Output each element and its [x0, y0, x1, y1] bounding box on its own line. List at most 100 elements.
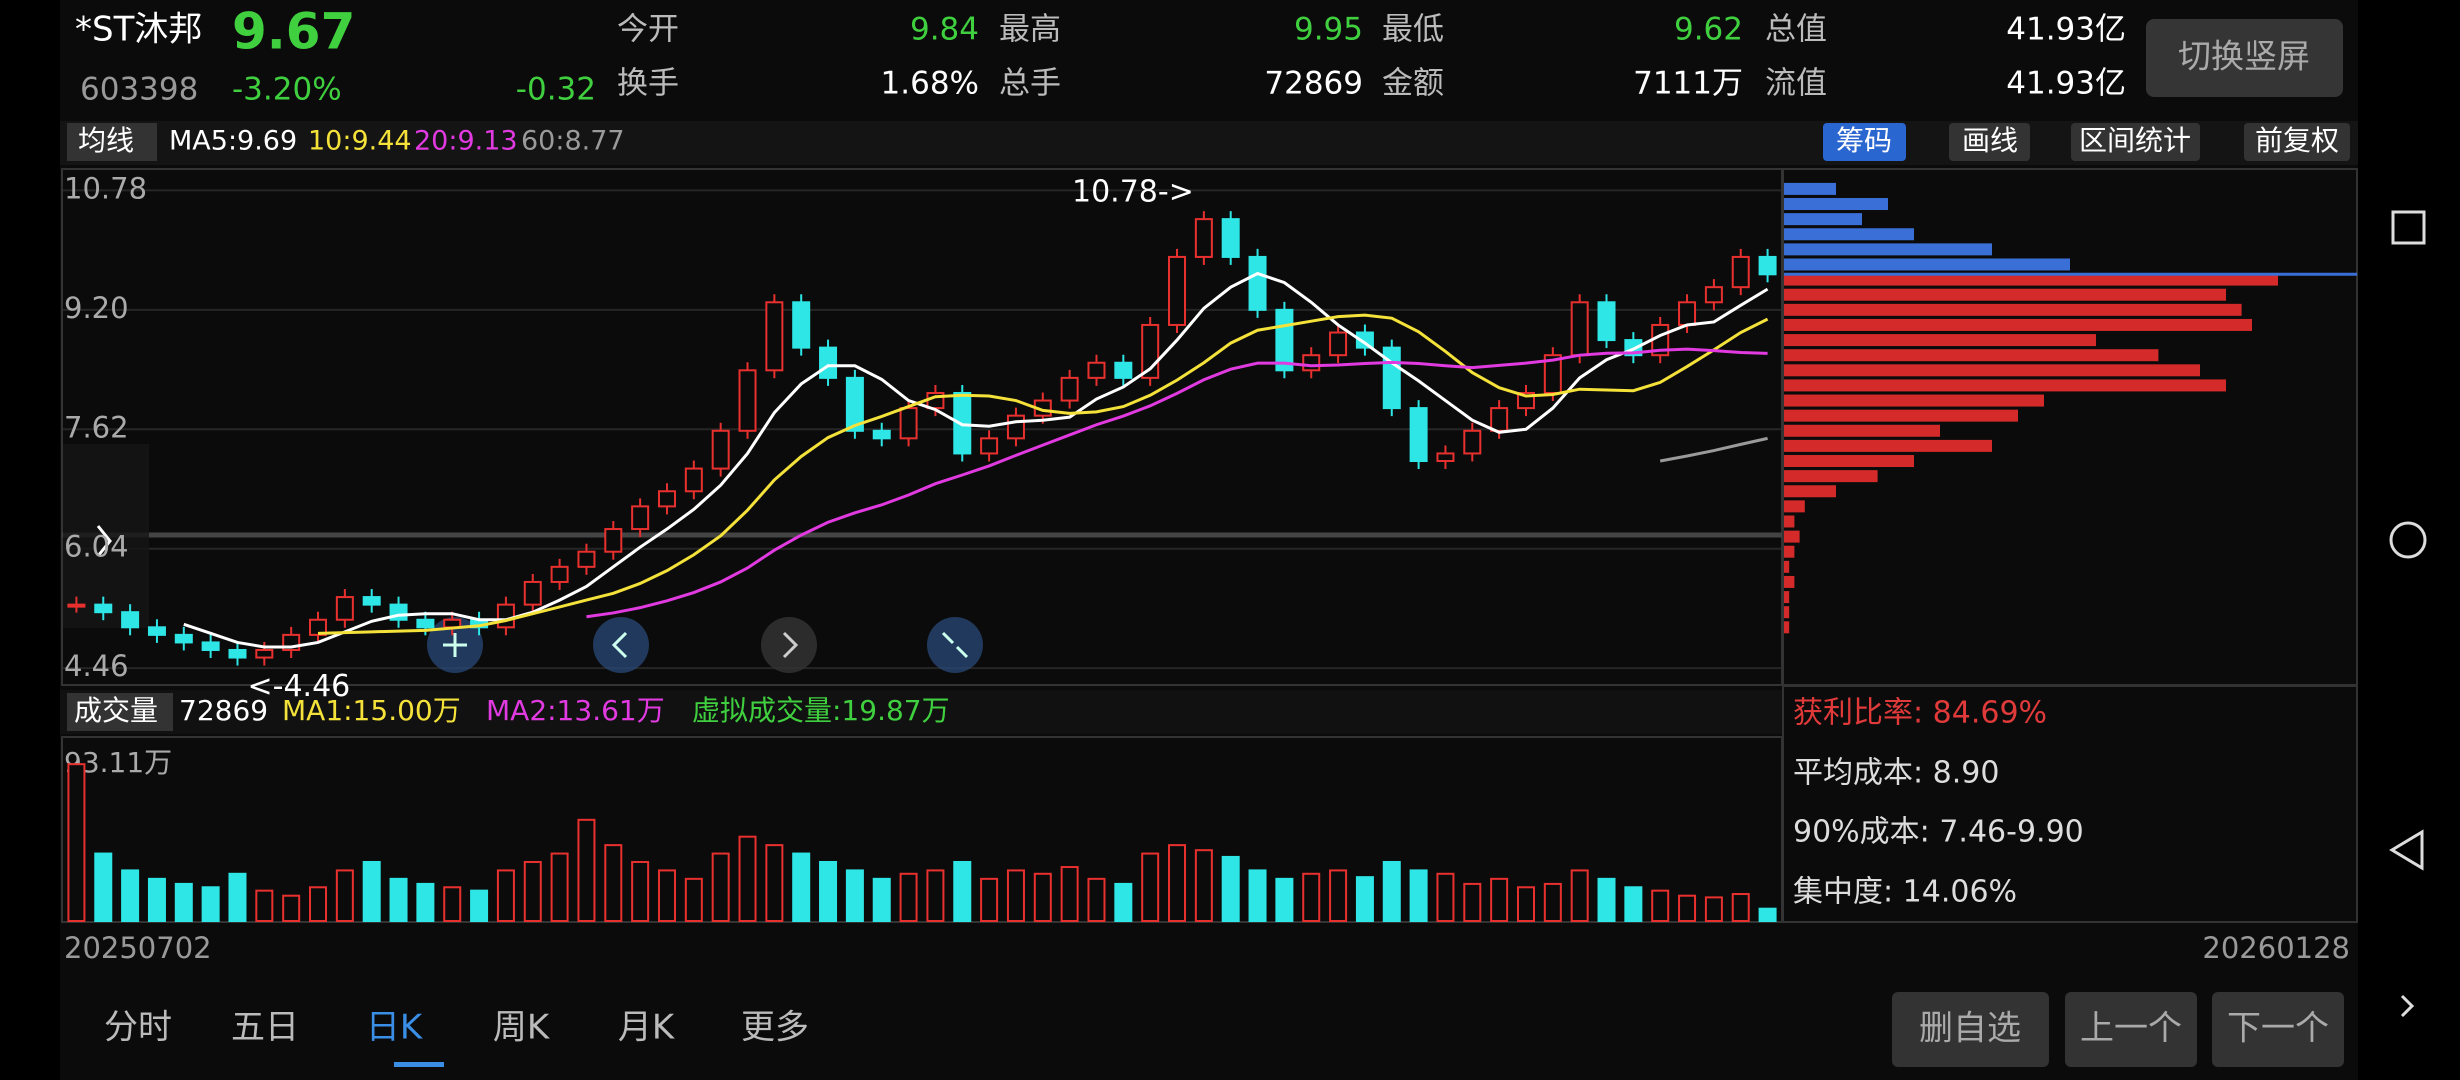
volume-bar [1597, 877, 1616, 923]
volume-bar [416, 882, 435, 923]
ma-line [1659, 436, 1768, 463]
period-tab: 月K [618, 1008, 676, 1048]
active-tab-underline [394, 1062, 444, 1067]
chip-bar [1784, 213, 1862, 226]
volume-bar [1033, 872, 1052, 923]
pan-right[interactable] [761, 617, 817, 673]
pan-left[interactable] [593, 617, 649, 673]
switch-button-label: 切换竖屏 [2178, 37, 2310, 76]
candle-body [657, 490, 676, 508]
volume-bar [228, 872, 247, 923]
period-tab: 周K [493, 1008, 551, 1048]
end-date: 20260128 [2202, 931, 2350, 965]
chip-bar [1784, 591, 1790, 604]
indicator-select[interactable] [67, 123, 157, 161]
chip-bar [1784, 485, 1836, 498]
volume-bar [926, 869, 945, 923]
candle-body [67, 603, 86, 608]
candle-body [94, 603, 113, 614]
volume-bar [1168, 844, 1187, 922]
y-tick-label: 10.78 [64, 171, 147, 205]
volume-bar [470, 889, 489, 923]
volume-bar [1087, 877, 1106, 923]
tab-label: 筹码 [1836, 124, 1892, 157]
volume-bar [765, 844, 784, 922]
chip-bar [1784, 379, 2226, 392]
button-label: 删自选 [1919, 1009, 2021, 1049]
candle-body [201, 641, 220, 651]
change-pct: -3.20% [232, 72, 342, 108]
nav-recent[interactable] [2391, 210, 2426, 245]
chip-bar [1784, 243, 1992, 256]
quote-label: 今开 [617, 12, 679, 48]
volume-bar [335, 869, 354, 923]
candle-body [738, 369, 757, 432]
zoom-in-icon [443, 633, 467, 657]
candle-body [1302, 354, 1321, 372]
button[interactable] [2065, 992, 2197, 1067]
chip-bar [1784, 560, 1790, 573]
quote-label: 总值 [1765, 12, 1827, 48]
volume-bar [872, 877, 891, 923]
period-tab: 日K [366, 1008, 424, 1048]
stat: 平均成本: 8.90 [1793, 756, 1999, 791]
quote-value: 9.62 [1674, 12, 1743, 48]
quote-label: 最低 [1382, 12, 1444, 48]
shrink[interactable] [927, 617, 983, 673]
volume-bar [711, 852, 730, 923]
volume-bar [1651, 889, 1670, 923]
chip-bar [1784, 545, 1795, 558]
volume-virtual: 虚拟成交量:19.87万 [692, 694, 950, 727]
volume-bar [550, 852, 569, 923]
volume-last: 72869 [179, 694, 268, 727]
switch-button[interactable] [2146, 19, 2343, 97]
chip-bar [1784, 258, 2070, 271]
button-label: 上一个 [2080, 1009, 2182, 1049]
nav-home[interactable] [2389, 521, 2427, 559]
candle-body [1382, 346, 1401, 410]
stock-price: 9.67 [232, 3, 355, 61]
chip-bar [1784, 273, 2278, 286]
volume-bar [362, 860, 381, 922]
chip-bar [1784, 349, 2159, 362]
volume-bar [631, 860, 650, 922]
volume-bar [1624, 886, 1643, 922]
candle-body [1194, 218, 1213, 258]
pan-right-icon [782, 631, 799, 659]
button[interactable] [2212, 992, 2344, 1067]
chip-bar [1784, 288, 2226, 301]
tab-range[interactable] [2071, 123, 2200, 161]
stats-frame [1782, 685, 2358, 923]
quote-value: 1.68% [881, 66, 979, 102]
candle-body [1329, 331, 1348, 357]
volume-bar [1114, 882, 1133, 923]
ma-text: 60:8.77 [521, 126, 625, 157]
candle-body [550, 565, 569, 583]
nav-expand[interactable] [2400, 994, 2415, 1018]
volume-bar [1490, 877, 1509, 923]
tab-draw[interactable] [1949, 123, 2030, 161]
stock-code: 603398 [80, 72, 198, 108]
tab-label: 前复权 [2255, 124, 2339, 157]
ma-line [586, 347, 1768, 619]
volume-bar [1543, 882, 1562, 923]
candle-body [228, 648, 247, 659]
button[interactable] [1892, 992, 2049, 1067]
candle-body [1087, 361, 1106, 379]
volume-select[interactable] [67, 693, 173, 731]
volume-bar [121, 869, 140, 923]
stat: 90%成本: 7.46-9.90 [1793, 815, 2084, 850]
y-tick-label: 6.04 [64, 530, 129, 564]
volume-bar [953, 860, 972, 922]
volume-bar [67, 763, 86, 922]
nav-back[interactable] [2389, 829, 2424, 871]
quote-label: 流值 [1765, 66, 1827, 102]
volume-bar [1704, 896, 1723, 922]
tab-chips[interactable] [1823, 123, 1906, 161]
tab-adjust[interactable] [2244, 123, 2350, 161]
candle-body [899, 407, 918, 440]
candle-body [1570, 301, 1589, 357]
period-tab: 分时 [104, 1008, 172, 1048]
chip-bar [1784, 439, 1992, 452]
